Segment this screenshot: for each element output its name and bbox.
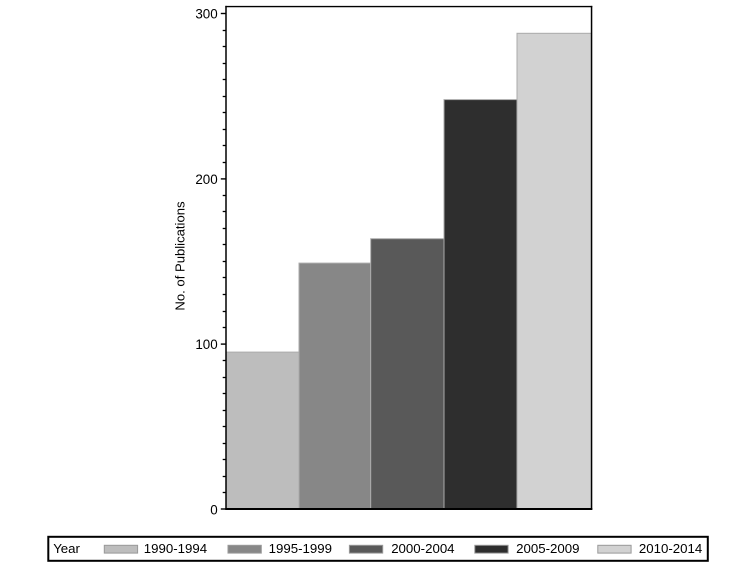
svg-text:No. of Publications: No. of Publications (172, 201, 187, 311)
svg-text:300: 300 (195, 7, 217, 22)
svg-text:1995-1999: 1995-1999 (269, 541, 332, 556)
svg-text:200: 200 (195, 172, 217, 187)
svg-text:Year: Year (53, 541, 80, 556)
svg-text:2010-2014: 2010-2014 (639, 541, 702, 556)
svg-text:2000-2004: 2000-2004 (391, 541, 454, 556)
svg-text:2005-2009: 2005-2009 (516, 541, 579, 556)
svg-text:1990-1994: 1990-1994 (144, 541, 207, 556)
svg-text:0: 0 (210, 502, 217, 517)
svg-text:100: 100 (195, 337, 217, 352)
